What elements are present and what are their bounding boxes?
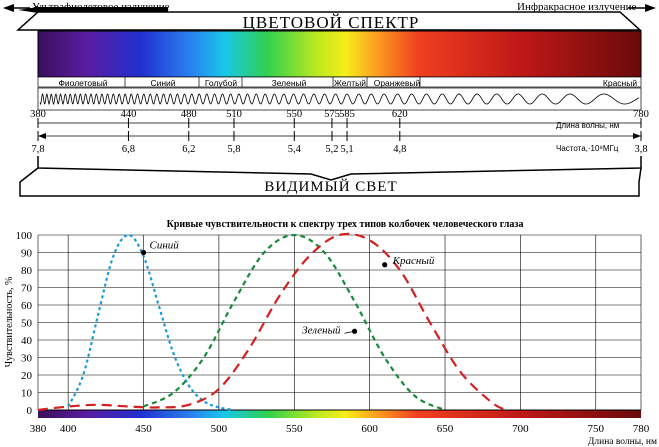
- annotation-marker: [140, 249, 147, 256]
- uv-label: Ультрафиолетовое излучение: [32, 1, 170, 13]
- frequency-tick-label: 5,2: [325, 144, 338, 155]
- color-spectrum-bar: [37, 30, 642, 78]
- frequency-tick-label: 6,8: [122, 144, 135, 155]
- chart-title: Кривые чувствительности к спектру трех т…: [167, 219, 524, 230]
- wavelength-tick-label: 780: [633, 109, 649, 120]
- band-label-violet: Фиолетовый: [58, 78, 107, 88]
- visible-light-label: ВИДИМЫЙ СВЕТ: [264, 178, 397, 195]
- band-label-cyan: Голубой: [205, 78, 237, 88]
- y-tick-label: 0: [27, 405, 33, 417]
- wavelength-tick-label: 380: [30, 109, 46, 120]
- wavelength-axis-label: Длина волны, нм: [556, 121, 619, 130]
- band-label-green: Зеленый: [272, 78, 307, 88]
- wavelength-tick-label: 440: [121, 109, 137, 120]
- x-tick-label: 780: [633, 423, 650, 435]
- y-tick-labels: 0 10 20 30 40 50 60 70 80 90 100: [16, 230, 33, 417]
- y-tick-label: 90: [21, 248, 33, 260]
- frequency-axis-label: Частота,·10⁸МГц: [556, 144, 619, 153]
- y-tick-label: 50: [21, 318, 33, 330]
- frequency-axis: Частота,·10⁸МГц 7,8 6,8 6,2 5,8 5,4 5,2 5,1 4,8…: [31, 131, 648, 155]
- y-tick-label: 80: [21, 265, 33, 277]
- sensitivity-chart: Кривые чувствительности к спектру трех т…: [4, 219, 657, 447]
- x-tick-label: 400: [60, 423, 77, 435]
- wavelength-tick-label: 480: [181, 109, 197, 120]
- band-label-orange: Оранжевый: [374, 78, 421, 88]
- x-tick-label: 500: [211, 423, 228, 435]
- frequency-tick-label: 6,2: [182, 144, 195, 155]
- frequency-arrow-right-icon: [633, 133, 641, 139]
- x-tick-label: 450: [135, 423, 152, 435]
- frequency-tick-label: 3,8: [634, 144, 647, 155]
- series-line-1: [67, 233, 235, 412]
- frequency-arrow-left-icon: [38, 133, 46, 139]
- uv-arrow-icon: [3, 4, 14, 12]
- annotation-label: Синий: [150, 240, 180, 252]
- x-tick-label: 380: [30, 423, 47, 435]
- series-line-2: [143, 233, 446, 412]
- y-tick-label: 10: [21, 388, 33, 400]
- y-tick-label: 60: [21, 300, 33, 312]
- wavelength-axis: Длина волны, нм 380 440 480 510 550 575 585 620…: [30, 109, 649, 130]
- title-banner: [16, 11, 642, 31]
- frequency-tick-label: 5,4: [288, 144, 302, 155]
- chart-color-strip: [38, 410, 641, 418]
- wavelength-tick-label: 510: [226, 109, 242, 120]
- ir-arrow-icon: [645, 4, 656, 12]
- band-label-blue: Синий: [150, 78, 175, 88]
- wavelength-tick-label: 550: [286, 109, 302, 120]
- y-tick-label: 20: [21, 370, 33, 382]
- visible-light-bracket: ВИДИМЫЙ СВЕТ: [19, 156, 642, 197]
- series-layer: [37, 232, 506, 412]
- spectrum-title: ЦВЕТОВОЙ СПЕКТР: [243, 13, 420, 32]
- spectrum-header: Ультрафиолетовое излучение Инфракрасное …: [3, 1, 656, 197]
- x-tick-label: 650: [437, 423, 454, 435]
- frequency-tick-label: 5,1: [340, 144, 353, 155]
- wavelength-tick-label: 575: [324, 109, 340, 120]
- frequency-tick-label: 5,8: [227, 144, 240, 155]
- y-tick-label: 70: [21, 283, 33, 295]
- x-tick-label: 600: [361, 423, 378, 435]
- annotation-leader: [344, 330, 355, 334]
- y-tick-label: 30: [21, 353, 33, 365]
- annotation-label: Зеленый: [302, 324, 341, 336]
- band-labels-row: Фиолетовый Синий Голубой Зеленый Желтый …: [37, 76, 642, 88]
- band-label-yellow: Желтый: [334, 78, 366, 88]
- series-line-3: [37, 232, 506, 412]
- wavelength-tick-label: 585: [339, 109, 355, 120]
- wavelength-tick-label: 620: [392, 109, 408, 120]
- y-tick-label: 100: [16, 230, 33, 242]
- wave-strip: [37, 87, 642, 111]
- annotation-marker: [382, 262, 388, 268]
- frequency-tick-label: 7,8: [31, 144, 44, 155]
- x-tick-label: 700: [512, 423, 529, 435]
- chart-grid: [37, 234, 642, 411]
- frequency-tick-label: 4,8: [393, 144, 406, 155]
- band-label-red: Красный: [603, 78, 637, 88]
- x-tick-label: 550: [286, 423, 303, 435]
- y-axis-label: Чувствительность, %: [4, 277, 15, 368]
- x-tick-label: 750: [588, 423, 605, 435]
- ir-label: Инфракрасное излучение: [517, 1, 637, 13]
- annotation-label: Красный: [392, 255, 435, 267]
- x-axis-label: Длина волны, нм: [588, 437, 657, 447]
- x-tick-labels: 380 400 450 500 550 600 650 700 750 780: [30, 423, 650, 435]
- annotation-layer: Синий Зеленый Красный: [140, 240, 435, 336]
- y-tick-label: 40: [21, 335, 33, 347]
